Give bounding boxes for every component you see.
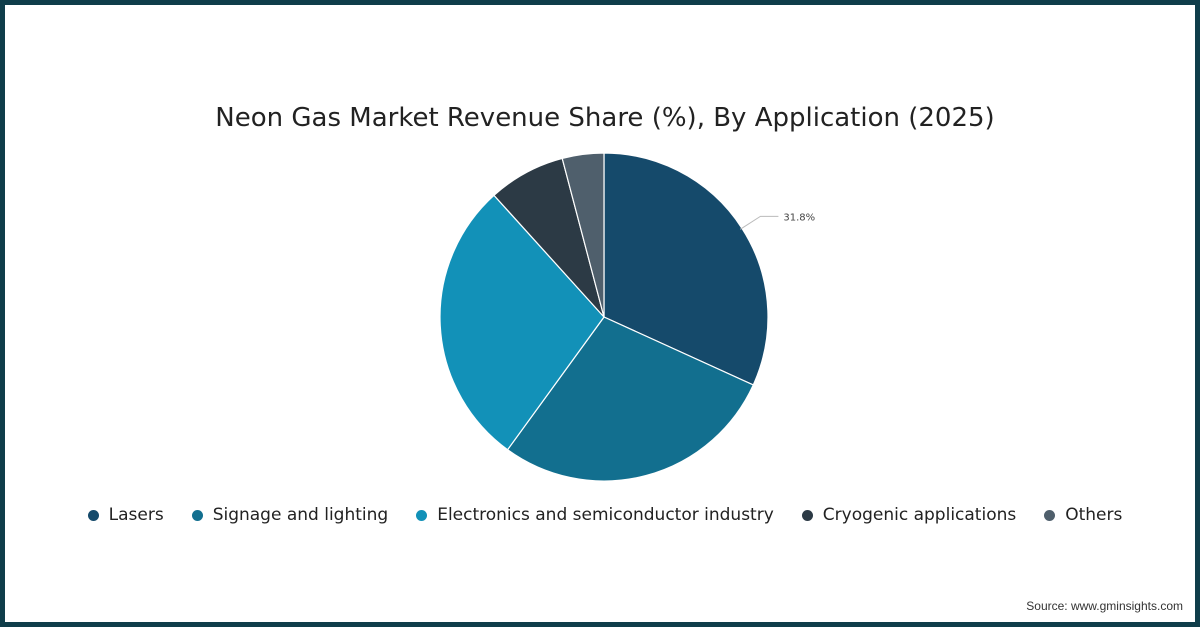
legend-label: Cryogenic applications bbox=[822, 505, 1017, 525]
chart-legend: Lasers Signage and lighting Electronics an… bbox=[5, 505, 1200, 525]
legend-marker-icon bbox=[801, 509, 813, 521]
legend-item-signage-and-lighting[interactable]: Signage and lighting bbox=[191, 505, 389, 525]
legend-label: Signage and lighting bbox=[212, 505, 389, 525]
legend-marker-icon bbox=[191, 509, 203, 521]
legend-marker-icon bbox=[87, 509, 99, 521]
pie-chart: 31.8% bbox=[439, 152, 815, 482]
legend-item-lasers[interactable]: Lasers bbox=[87, 505, 164, 525]
legend-item-electronics-and-semiconductor-industry[interactable]: Electronics and semiconductor industry bbox=[416, 505, 774, 525]
legend-marker-icon bbox=[1044, 509, 1056, 521]
data-label-leader-line bbox=[739, 215, 779, 230]
source-note: Source: www.gminsights.com bbox=[1026, 599, 1183, 613]
legend-label: Lasers bbox=[108, 505, 164, 525]
pie-slice-electronics-and-semiconductor-industry bbox=[439, 194, 605, 451]
legend-item-others[interactable]: Others bbox=[1044, 505, 1122, 525]
legend-label: Electronics and semiconductor industry bbox=[437, 505, 774, 525]
pie-slice-signage-and-lighting bbox=[506, 316, 755, 482]
data-label: 31.8% bbox=[783, 212, 815, 223]
legend-label: Others bbox=[1065, 505, 1123, 525]
pie-slice-others bbox=[561, 152, 605, 318]
legend-item-cryogenic-applications[interactable]: Cryogenic applications bbox=[801, 505, 1017, 525]
legend-marker-icon bbox=[416, 509, 428, 521]
chart-title: Neon Gas Market Revenue Share (%), By Ap… bbox=[215, 103, 995, 133]
